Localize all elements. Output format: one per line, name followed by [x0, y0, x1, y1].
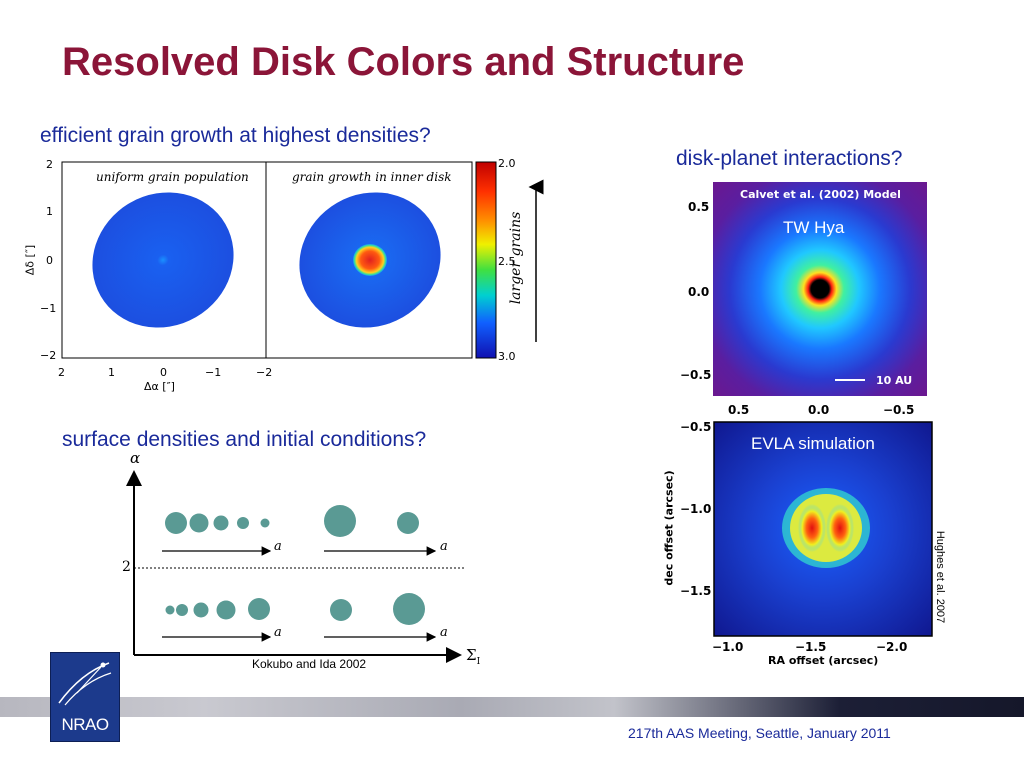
caption-disk-planet: disk-planet interactions?: [676, 147, 903, 170]
nrao-logo-text: NRAO: [61, 715, 109, 734]
x-tick: −0.5: [883, 403, 915, 417]
a-label: a: [440, 625, 448, 640]
y-tick: 0.0: [688, 285, 710, 299]
evla-lobe-left: [798, 504, 826, 552]
a-label: a: [274, 539, 282, 554]
x-tick: 0.0: [808, 403, 830, 417]
meeting-info: 217th AAS Meeting, Seattle, January 2011: [628, 725, 891, 741]
nrao-logo: NRAO: [50, 652, 120, 742]
particle: [397, 512, 419, 534]
y-tick: 0: [46, 254, 53, 267]
radio-dish-icon: [58, 662, 112, 706]
footer-starfield-band: [0, 697, 1024, 717]
larger-grains-label: larger grains: [508, 211, 524, 305]
particle: [165, 605, 175, 615]
particle: [324, 505, 356, 537]
x-tick: 0.5: [728, 403, 750, 417]
x-tick: 0: [160, 366, 167, 379]
particle: [393, 593, 425, 625]
particle: [237, 517, 249, 529]
y-axis-label: dec offset (arcsec): [662, 470, 676, 586]
x-tick: −1: [205, 366, 222, 379]
a-label: a: [274, 625, 282, 640]
y-tick: 2: [46, 158, 53, 171]
particle: [213, 515, 229, 531]
disk-hot-core: [353, 244, 387, 276]
evla-credit: Hughes et al. 2007: [934, 530, 946, 624]
colorbar-tick: 2.0: [498, 157, 516, 170]
y-tick: −1: [40, 302, 57, 315]
label-uniform-grain: uniform grain population: [96, 170, 249, 184]
y-axis-label: Δδ [″]: [23, 244, 37, 276]
x-axis-label: RA offset (arcsec): [768, 654, 879, 667]
tw-hya-plot: [713, 182, 927, 396]
particle: [176, 604, 188, 616]
kokubo-credit: Kokubo and Ida 2002: [252, 657, 367, 671]
colorbar-tick: 2.5: [498, 255, 516, 268]
y-tick: 1: [46, 205, 53, 218]
x-tick: −2.0: [876, 640, 908, 654]
kokubo-diagram: [126, 470, 465, 663]
scale-label: 10 AU: [876, 374, 913, 387]
tw-hya-image: [713, 182, 927, 396]
evla-lobe-right: [826, 504, 854, 552]
y-tick: −0.5: [680, 420, 712, 434]
alpha-axis-label: α: [130, 449, 141, 467]
sigma-axis-label: ΣI: [466, 646, 481, 667]
a-label: a: [440, 539, 448, 554]
particle: [189, 513, 209, 533]
x-tick: −1.0: [712, 640, 744, 654]
x-tick: −1.5: [795, 640, 827, 654]
y-tick: −0.5: [680, 368, 712, 382]
y-tick: −1.0: [680, 502, 712, 516]
evla-plot: [713, 421, 933, 637]
x-axis-label: Δα [″]: [144, 380, 175, 393]
y-tick: −2: [40, 349, 57, 362]
y-tick: −1.5: [680, 584, 712, 598]
particle: [193, 602, 209, 618]
grain-growth-plot: [61, 161, 544, 359]
evla-header: EVLA simulation: [751, 434, 875, 453]
x-tick: 2: [58, 366, 65, 379]
model-header: Calvet et al. (2002) Model: [740, 188, 901, 201]
x-tick: 1: [108, 366, 115, 379]
label-grain-growth-inner: grain growth in inner disk: [292, 170, 452, 184]
slide-title: Resolved Disk Colors and Structure: [62, 40, 745, 84]
particle: [216, 600, 236, 620]
caption-surface-densities: surface densities and initial conditions…: [62, 428, 427, 451]
particle: [260, 518, 270, 528]
disk-uniform: [92, 192, 234, 328]
particle: [248, 598, 270, 620]
colorbar: [475, 161, 497, 359]
caption-grain-growth: efficient grain growth at highest densit…: [40, 124, 431, 147]
x-tick: −2: [256, 366, 273, 379]
particle: [165, 512, 187, 534]
tw-hya-name: TW Hya: [783, 218, 845, 237]
alpha-tick: 2: [122, 559, 131, 575]
colorbar-tick: 3.0: [498, 350, 516, 363]
particle: [330, 599, 352, 621]
y-tick: 0.5: [688, 200, 710, 214]
